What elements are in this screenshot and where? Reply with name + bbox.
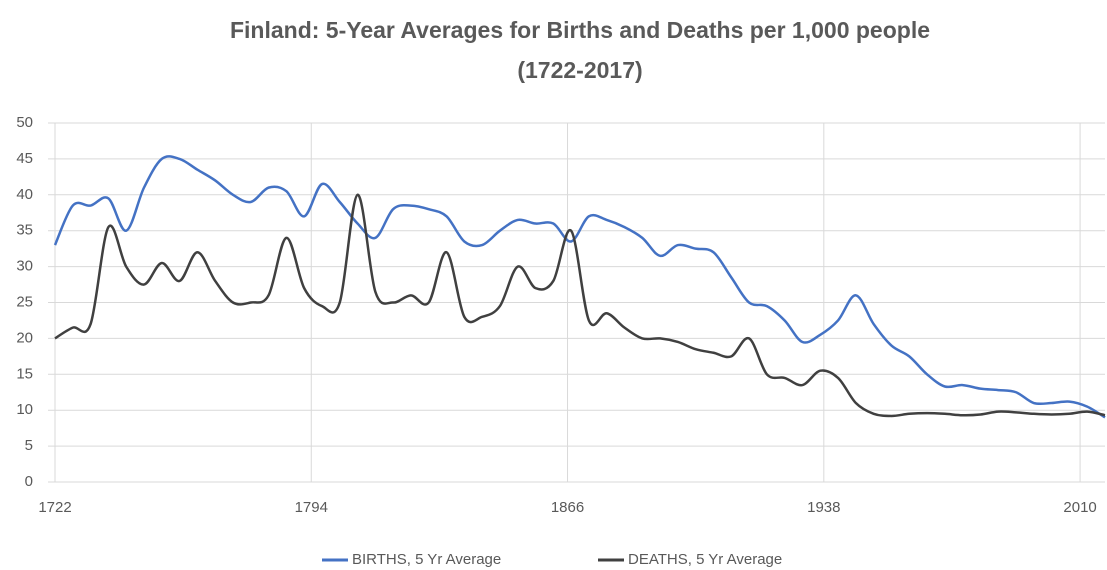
y-tick-label: 45 xyxy=(16,150,33,167)
y-tick-label: 10 xyxy=(16,401,33,418)
y-tick-label: 35 xyxy=(16,222,33,239)
y-tick-label: 20 xyxy=(16,329,33,346)
x-tick-label: 1794 xyxy=(295,499,328,516)
y-tick-label: 25 xyxy=(16,293,33,310)
x-tick-label: 1866 xyxy=(551,499,584,516)
legend-label: DEATHS, 5 Yr Average xyxy=(628,551,782,568)
y-tick-label: 30 xyxy=(16,258,33,275)
data-line xyxy=(54,193,1106,418)
chart-title: (1722-2017) xyxy=(517,57,642,83)
y-tick-label: 15 xyxy=(16,365,33,382)
chart-title: Finland: 5-Year Averages for Births and … xyxy=(230,17,930,43)
y-tick-label: 50 xyxy=(16,114,33,131)
x-tick-label: 2010 xyxy=(1063,499,1096,516)
legend-label: BIRTHS, 5 Yr Average xyxy=(352,551,501,568)
y-tick-label: 0 xyxy=(25,473,33,490)
y-tick-label: 40 xyxy=(16,186,33,203)
x-tick-label: 1938 xyxy=(807,499,840,516)
x-tick-label: 1722 xyxy=(38,499,71,516)
y-tick-label: 5 xyxy=(25,437,33,454)
data-line xyxy=(53,155,1106,419)
